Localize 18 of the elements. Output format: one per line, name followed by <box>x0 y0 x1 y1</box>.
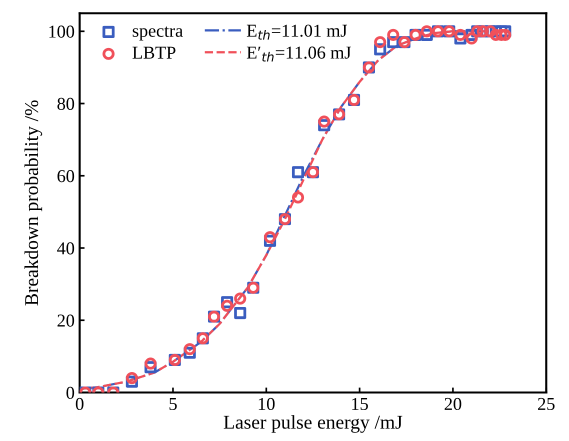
x-tick-label: 5 <box>170 398 177 410</box>
legend-label: spectra <box>132 26 183 41</box>
y-tick-label: 0 <box>66 386 74 399</box>
legend-label: E′$_{th}$=11.06 mJ <box>246 46 351 62</box>
y-tick-label: 40 <box>57 242 74 254</box>
x-axis-title: Laser pulse energy /mJ <box>224 415 402 433</box>
x-tick-label: 10 <box>258 398 275 410</box>
y-axis-title: Breakdown probability /% <box>24 100 42 306</box>
y-tick-label: 60 <box>58 170 74 182</box>
y-tick-label: 80 <box>57 98 74 110</box>
x-tick-label: 0 <box>76 398 84 410</box>
legend-label: E$_{th}$=11.01 mJ <box>246 24 348 40</box>
legend-label: LBTP <box>132 46 176 59</box>
x-tick-label: 25 <box>538 398 555 410</box>
x-tick-label: 15 <box>352 398 368 410</box>
y-tick-label: 20 <box>58 314 74 327</box>
x-tick-label: 20 <box>444 398 462 410</box>
y-tick-label: 100 <box>49 26 74 38</box>
